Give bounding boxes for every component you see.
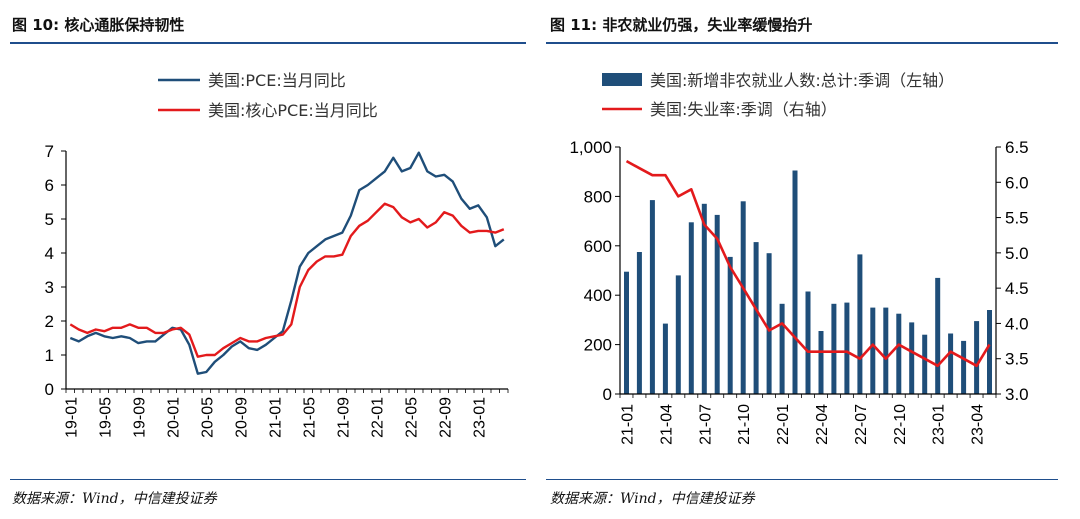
- x-tick-label: 19-05: [97, 397, 114, 438]
- x-tick-label: 21-10: [736, 404, 753, 445]
- payrolls-bar: [688, 222, 694, 394]
- payrolls-bar: [909, 322, 915, 394]
- legend-label-unemployment: 美国:失业率:季调（右轴）: [650, 100, 837, 119]
- payrolls-bar: [740, 201, 746, 394]
- payrolls-bar: [792, 170, 798, 394]
- x-tick-label: 22-01: [369, 397, 386, 438]
- y-tick-label: 3: [45, 278, 54, 297]
- legend-label-pce: 美国:PCE:当月同比: [208, 71, 346, 90]
- right-y-tick-label: 5.5: [1005, 209, 1029, 228]
- payrolls-bar: [831, 303, 837, 394]
- payrolls-bar: [649, 200, 655, 394]
- right-y-tick-label: 5.0: [1005, 244, 1029, 263]
- right-figure-title: 图 11: 非农就业仍强，失业率缓慢抬升: [550, 16, 813, 34]
- right-title-rule: [546, 42, 1058, 44]
- left-title-rule: [10, 42, 526, 44]
- payrolls-bar: [818, 331, 824, 394]
- x-tick-label: 21-01: [619, 404, 636, 445]
- left-y-tick-label: 600: [584, 237, 612, 256]
- pce-series-line: [69, 151, 505, 375]
- payrolls-bar: [701, 203, 707, 394]
- left-source-note: 数据来源：Wind，中信建投证券: [12, 491, 217, 507]
- pce-line-chart: 0 1 2 3 4 5 6 7 19-01 19-05 19-09 20-01 20-05 20-09 21…: [45, 71, 509, 438]
- x-tick-label: 23-04: [970, 404, 987, 445]
- x-tick-label: 23-01: [931, 404, 948, 445]
- x-tick-label: 19-01: [63, 397, 80, 438]
- payrolls-bar: [883, 307, 889, 394]
- left-y-tick-label: 200: [584, 336, 612, 355]
- right-y-tick-label: 6.0: [1005, 173, 1029, 192]
- payrolls-bar: [805, 291, 811, 394]
- payrolls-bar: [753, 242, 759, 394]
- payrolls-bar: [636, 252, 642, 394]
- x-tick-label: 20-05: [199, 397, 216, 438]
- left-figure-title: 图 10: 核心通胀保持韧性: [12, 16, 185, 34]
- payrolls-bar: [922, 334, 928, 394]
- payrolls-bar: [675, 275, 681, 394]
- x-tick-label: 22-04: [814, 404, 831, 445]
- x-tick-label: 20-09: [233, 397, 250, 438]
- y-tick-label: 7: [45, 142, 54, 161]
- y-tick-label: 2: [45, 312, 54, 331]
- payrolls-bar: [974, 321, 980, 394]
- payrolls-bar: [948, 333, 954, 394]
- right-y-tick-label: 3.0: [1005, 385, 1029, 404]
- x-tick-label: 20-01: [165, 397, 182, 438]
- x-tick-label: 23-01: [471, 397, 488, 438]
- right-y-tick-label: 4.0: [1005, 314, 1029, 333]
- left-footer-rule: [10, 479, 526, 480]
- x-tick-label: 22-01: [775, 404, 792, 445]
- payrolls-bar: [727, 256, 733, 394]
- payrolls-bar: [857, 254, 863, 394]
- payrolls-bar: [961, 340, 967, 394]
- x-tick-label: 19-09: [131, 397, 148, 438]
- x-tick-label: 22-05: [403, 397, 420, 438]
- payrolls-bar: [714, 214, 720, 394]
- x-tick-label: 21-09: [335, 397, 352, 438]
- payrolls-bar: [870, 307, 876, 394]
- payrolls-bar: [662, 323, 668, 394]
- left-y-tick-label: 1,000: [569, 138, 612, 157]
- x-tick-label: 21-04: [658, 404, 675, 445]
- x-tick-label: 21-01: [267, 397, 284, 438]
- core-pce-series-line: [69, 202, 505, 358]
- right-y-tick-label: 3.5: [1005, 350, 1029, 369]
- payrolls-bar: [779, 303, 785, 394]
- y-tick-label: 4: [45, 244, 54, 263]
- x-tick-label: 21-05: [301, 397, 318, 438]
- left-y-tick-label: 0: [603, 385, 612, 404]
- x-tick-label: 21-07: [697, 404, 714, 445]
- y-tick-label: 1: [45, 346, 54, 365]
- payrolls-bar: [987, 310, 992, 394]
- left-y-tick-label: 800: [584, 187, 612, 206]
- right-footer-rule: [546, 479, 1058, 480]
- legend-label-payrolls: 美国:新增非农就业人数:总计:季调（左轴）: [650, 71, 954, 90]
- y-tick-label: 0: [45, 380, 54, 399]
- unemployment-series-line: [625, 159, 991, 368]
- y-tick-label: 5: [45, 210, 54, 229]
- legend-swatch-payrolls: [602, 73, 642, 86]
- payrolls-bar: [844, 302, 850, 394]
- payrolls-bar: [766, 253, 772, 394]
- payrolls-unemployment-chart: 0 200 400 600 800 1,000 3.0 3.5 4.0 4.5 5.0 5.5 6.0 6…: [569, 71, 1029, 445]
- payrolls-bar: [624, 271, 629, 394]
- x-tick-label: 22-10: [892, 404, 909, 445]
- payrolls-bar: [935, 277, 941, 394]
- x-tick-label: 22-07: [853, 404, 870, 445]
- legend-label-core-pce: 美国:核心PCE:当月同比: [208, 101, 378, 120]
- y-tick-label: 6: [45, 176, 54, 195]
- right-source-note: 数据来源：Wind，中信建投证券: [550, 491, 755, 507]
- payrolls-bar: [896, 313, 902, 394]
- left-y-tick-label: 400: [584, 286, 612, 305]
- right-y-tick-label: 6.5: [1005, 138, 1029, 157]
- x-tick-label: 22-09: [437, 397, 454, 438]
- right-y-tick-label: 4.5: [1005, 279, 1029, 298]
